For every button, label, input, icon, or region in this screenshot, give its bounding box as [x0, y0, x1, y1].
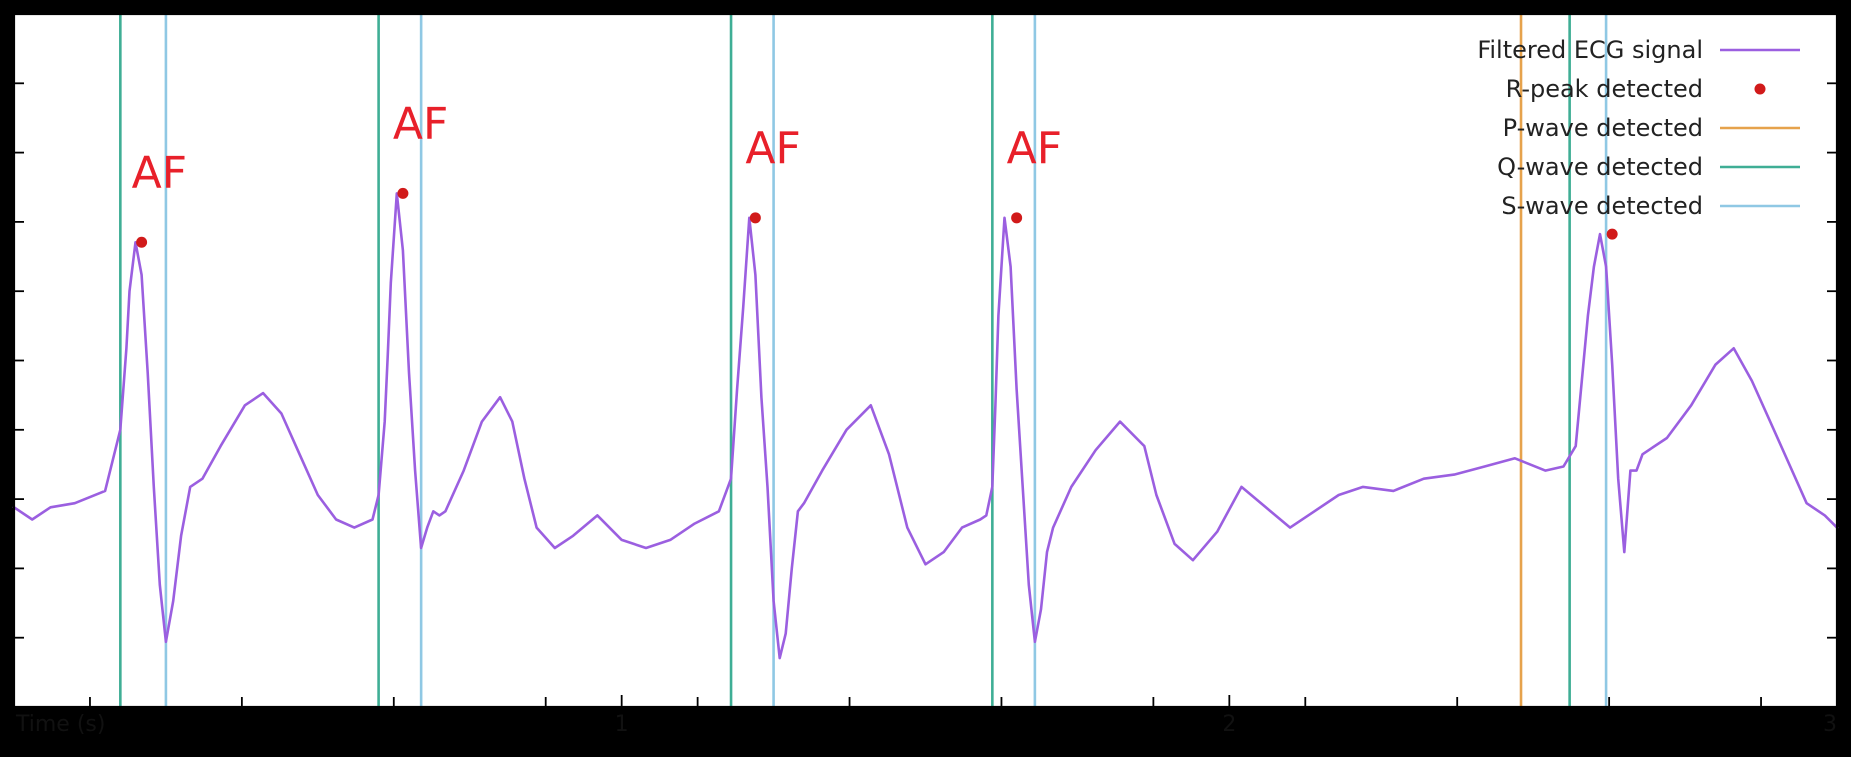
- plot-background: [14, 14, 1837, 707]
- filtered-ecg-signal-line: [12, 192, 1839, 660]
- af-label-layer: AF AF AF AF: [132, 98, 1062, 198]
- legend-label-3: P-wave detected: [1503, 114, 1703, 142]
- x-tick-labels: 1 2 3: [615, 712, 1837, 737]
- legend: Filtered ECG signal R-peak detected P-wave…: [1477, 36, 1800, 220]
- r-peak-marker-5: [1606, 228, 1618, 240]
- legend-swatch-2: [1754, 83, 1766, 95]
- r-peak-marker-4: [1011, 212, 1023, 224]
- af-label-3: AF: [745, 123, 800, 174]
- x-tick-label-3: 3: [1823, 712, 1837, 737]
- r-peak-marker-3: [749, 212, 761, 224]
- af-label-2: AF: [393, 98, 448, 149]
- x-tick-label-1: 1: [615, 712, 629, 737]
- r-peak-layer: [136, 187, 1618, 248]
- legend-label-4: Q-wave detected: [1497, 153, 1703, 181]
- legend-label-2: R-peak detected: [1506, 75, 1703, 103]
- r-peak-marker-2: [397, 187, 409, 199]
- af-label-1: AF: [132, 147, 187, 198]
- legend-label-5: S-wave detected: [1501, 192, 1703, 220]
- wave-markers-layer: [119, 14, 1608, 707]
- axis-ticks: [14, 82, 1838, 707]
- r-peak-marker-1: [136, 236, 148, 248]
- x-axis-label: Time (s): [15, 712, 105, 737]
- x-tick-label-2: 2: [1222, 712, 1236, 737]
- legend-label-1: Filtered ECG signal: [1477, 36, 1703, 64]
- af-label-4: AF: [1007, 123, 1062, 174]
